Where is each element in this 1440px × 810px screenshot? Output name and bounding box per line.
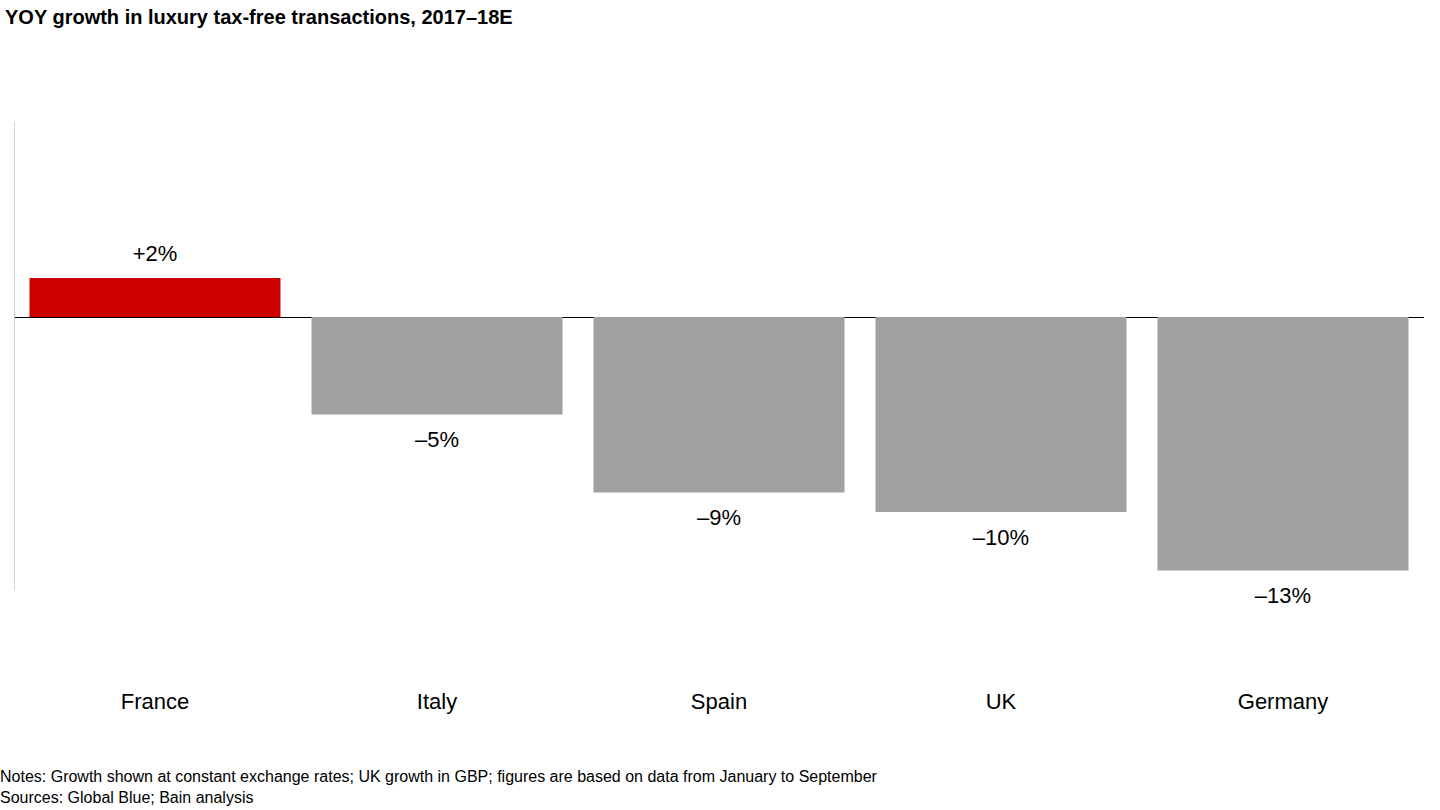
svg-text:–9%: –9%	[697, 505, 741, 530]
svg-text:Sources: Global Blue; Bain ana: Sources: Global Blue; Bain analysis	[0, 789, 253, 806]
svg-text:Italy: Italy	[417, 689, 457, 714]
svg-text:–10%: –10%	[973, 525, 1029, 550]
svg-text:YOY growth in luxury tax-free: YOY growth in luxury tax-free transactio…	[5, 6, 513, 28]
svg-text:Germany: Germany	[1238, 689, 1328, 714]
svg-text:–5%: –5%	[415, 427, 459, 452]
svg-text:Spain: Spain	[691, 689, 747, 714]
svg-text:–13%: –13%	[1255, 583, 1311, 608]
svg-text:UK: UK	[986, 689, 1017, 714]
svg-text:+2%: +2%	[133, 241, 178, 266]
svg-text:Notes: Growth shown at constan: Notes: Growth shown at constant exchange…	[0, 768, 878, 785]
svg-text:France: France	[121, 689, 189, 714]
